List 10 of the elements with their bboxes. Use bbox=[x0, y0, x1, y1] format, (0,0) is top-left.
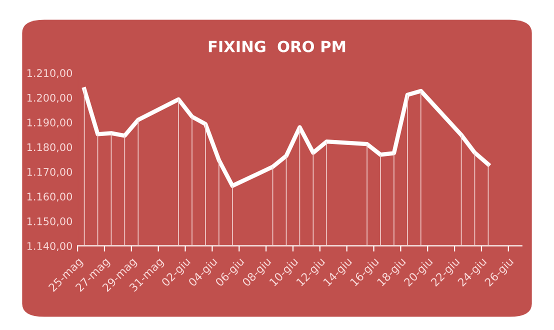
y-tick-label: 1.210,00 bbox=[27, 69, 72, 78]
y-tick-label: 1.160,00 bbox=[27, 192, 72, 202]
y-tick-label: 1.180,00 bbox=[27, 143, 72, 152]
line-series bbox=[82, 87, 490, 188]
y-tick-label: 1.190,00 bbox=[27, 118, 72, 128]
y-tick-label: 1.170,00 bbox=[27, 168, 72, 177]
chart-title: FIXING ORO PM bbox=[208, 40, 346, 52]
y-tick-label: 1.140,00 bbox=[27, 242, 72, 252]
y-tick-label: 1.200,00 bbox=[27, 94, 72, 103]
y-tick-label: 1.150,00 bbox=[27, 217, 72, 226]
